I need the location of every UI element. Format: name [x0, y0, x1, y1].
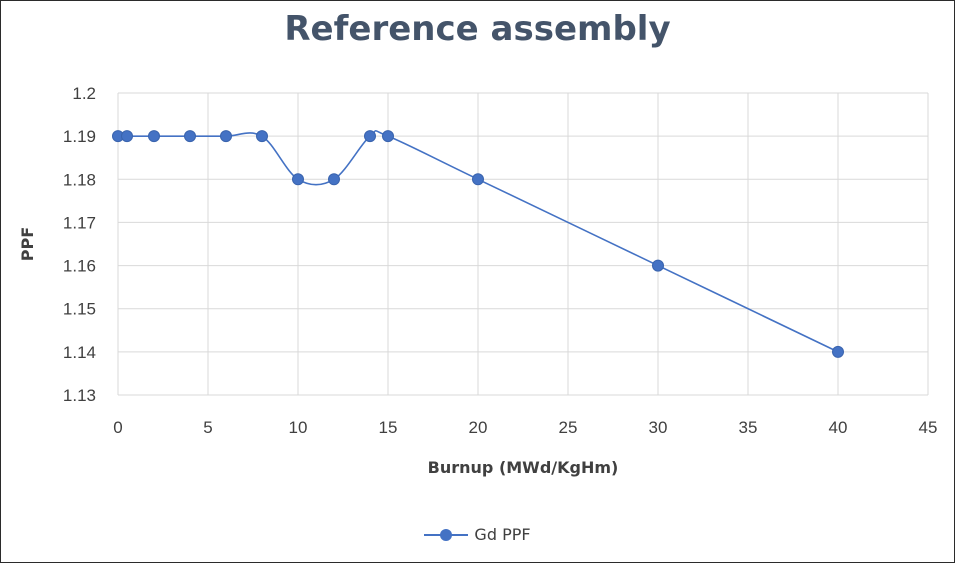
data-point [184, 130, 196, 143]
y-tick-label: 1.16 [63, 257, 96, 276]
x-tick-label: 35 [739, 418, 758, 437]
x-tick-label: 25 [559, 418, 578, 437]
data-point [832, 345, 844, 358]
y-tick-label: 1.19 [63, 127, 96, 146]
data-point [382, 130, 394, 143]
y-tick-label: 1.17 [63, 213, 96, 232]
x-tick-label: 10 [289, 418, 308, 437]
data-point [220, 130, 232, 143]
x-tick-label: 30 [649, 418, 668, 437]
x-tick-label: 45 [919, 418, 938, 437]
x-tick-label: 0 [113, 418, 122, 437]
legend-dot-swatch [440, 528, 453, 541]
data-point [328, 173, 340, 186]
series-layer [112, 129, 844, 358]
data-point [652, 259, 664, 272]
data-point [256, 130, 268, 143]
y-axis-title: PPF [18, 227, 37, 261]
y-tick-label: 1.2 [72, 84, 96, 103]
data-point [148, 130, 160, 143]
y-tick-label: 1.14 [63, 343, 96, 362]
y-tick-labels: 1.13 1.14 1.15 1.16 1.17 1.18 1.19 1.2 [63, 84, 96, 405]
x-tick-label: 40 [829, 418, 848, 437]
y-tick-label: 1.18 [63, 170, 96, 189]
data-point [472, 173, 484, 186]
data-point [364, 130, 376, 143]
data-point [121, 130, 133, 143]
x-tick-label: 15 [379, 418, 398, 437]
y-tick-label: 1.15 [63, 300, 96, 319]
x-tick-label: 20 [469, 418, 488, 437]
x-tick-label: 5 [203, 418, 212, 437]
gridlines [117, 92, 929, 396]
y-tick-label: 1.13 [63, 386, 96, 405]
legend-marker [424, 528, 469, 541]
x-tick-labels: 0 5 10 15 20 25 30 35 40 45 [113, 418, 937, 437]
legend: Gd PPF [1, 525, 954, 544]
chart-title: Reference assembly [284, 9, 671, 49]
data-point [292, 173, 304, 186]
x-axis-title: Burnup (MWd/KgHm) [428, 458, 619, 477]
legend-label: Gd PPF [474, 525, 531, 544]
